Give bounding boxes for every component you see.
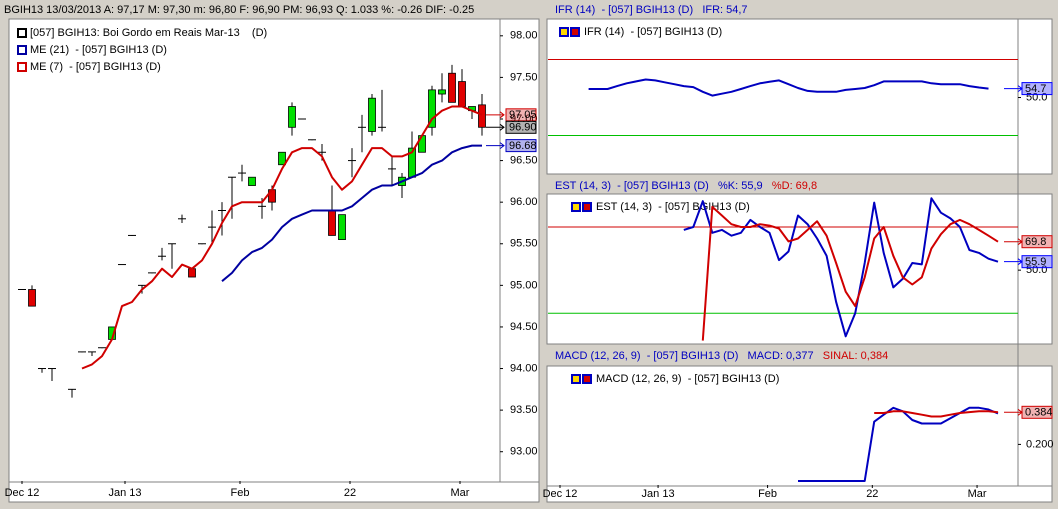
x-tick-label: Feb: [758, 488, 777, 500]
price-tag-label: 55.9: [1025, 256, 1046, 268]
title-part: SINAL: 0,384: [814, 350, 889, 362]
legend-label: [057] BGIH13: Boi Gordo em Reais Mar-13 …: [30, 27, 267, 39]
chart-title: MACD (12, 26, 9) - [057] BGIH13 (D) MACD…: [555, 350, 888, 362]
price-tag: [1021, 82, 1053, 96]
y-tick-label: 94.00: [510, 362, 538, 374]
candle-body: [338, 214, 346, 241]
y-tick-label: 0.200: [1026, 438, 1054, 450]
price-tag: [505, 139, 537, 153]
y-tick-label: 97.50: [510, 71, 538, 83]
x-tick-label: Jan 13: [642, 488, 675, 500]
legend-icon: [559, 27, 569, 37]
price-tag: [1021, 405, 1053, 419]
legend-icon: [17, 28, 27, 38]
x-tick-label: Mar: [451, 487, 470, 499]
est-panel: [546, 193, 1053, 345]
x-tick-label: Feb: [231, 487, 250, 499]
y-tick-label: 95.00: [510, 279, 538, 291]
x-tick-label: Dec 12: [543, 488, 578, 500]
candle-body: [248, 176, 256, 186]
y-tick-label: 96.00: [510, 196, 538, 208]
legend-label: ME (21) - [057] BGIH13 (D): [30, 44, 167, 56]
legend-icon: [570, 27, 580, 37]
price-tag-label: 54.7: [1025, 83, 1046, 95]
legend-icon: [17, 45, 27, 55]
candle-body: [478, 104, 486, 128]
price-tag-label: 0.384: [1025, 407, 1053, 419]
series-line: [81, 105, 483, 370]
legend-icon: [582, 374, 592, 384]
series-line: [221, 144, 482, 282]
candle-body: [278, 151, 286, 166]
y-tick-label: 97.00: [510, 113, 538, 125]
x-tick-label: 22: [344, 487, 356, 499]
x-tick-label: Mar: [968, 488, 987, 500]
ifr-panel: [546, 18, 1053, 175]
candle-body: [438, 89, 446, 95]
price-tag: [1021, 255, 1053, 269]
y-tick-label: 98.00: [510, 30, 538, 42]
title-part: %D: 69,8: [763, 180, 817, 192]
macd-panel: [546, 365, 1053, 503]
x-tick-label: Jan 13: [108, 487, 141, 499]
legend-icon: [17, 62, 27, 72]
y-tick-label: 96.50: [510, 154, 538, 166]
legend-label: MACD (12, 26, 9) - [057] BGIH13 (D): [596, 373, 779, 385]
candle-body: [28, 289, 36, 307]
chart-title: EST (14, 3) - [057] BGIH13 (D) %K: 55,9 …: [555, 180, 817, 192]
candle-body: [448, 72, 456, 103]
candle-body: [368, 97, 376, 132]
title-part: MACD (12, 26, 9) - [057] BGIH13 (D) MACD…: [555, 350, 814, 362]
y-tick-label: 95.50: [510, 238, 538, 250]
legend-icon: [571, 202, 581, 212]
y-tick-label: 93.50: [510, 404, 538, 416]
price-tag-label: 97.05: [509, 109, 537, 121]
candle-body: [458, 81, 466, 107]
legend-label: EST (14, 3) - [057] BGIH13 (D): [596, 201, 750, 213]
x-tick-label: 22: [866, 488, 878, 500]
y-tick-label: 93.00: [510, 446, 538, 458]
legend-label: ME (7) - [057] BGIH13 (D): [30, 61, 161, 73]
title-part: IFR (14) - [057] BGIH13 (D) IFR: 54,7: [555, 4, 748, 16]
legend-label: IFR (14) - [057] BGIH13 (D): [584, 26, 722, 38]
tag-arrow: [486, 123, 505, 131]
tag-arrow: [486, 142, 505, 150]
price-tag-label: 69.8: [1025, 236, 1046, 248]
chart-title: IFR (14) - [057] BGIH13 (D) IFR: 54,7: [555, 4, 748, 16]
price-tag: [505, 120, 537, 134]
candle-body: [188, 268, 196, 278]
series-line: [874, 410, 999, 418]
y-tick-label: 94.50: [510, 321, 538, 333]
candle-body: [288, 106, 296, 128]
series-line: [701, 205, 999, 341]
tag-arrow: [486, 111, 505, 119]
legend-icon: [571, 374, 581, 384]
y-tick-label: 50.0: [1026, 264, 1047, 276]
price-tag-label: 96.68: [509, 140, 537, 152]
candle-body: [328, 210, 336, 236]
x-tick-label: Dec 12: [5, 487, 40, 499]
series-line: [588, 78, 989, 97]
candle-body: [428, 89, 436, 128]
series-line: [683, 197, 999, 338]
price-tag-label: 96.90: [509, 122, 537, 134]
price-tag: [1021, 235, 1053, 249]
chart-title: BGIH13 13/03/2013 A: 97,17 M: 97,30 m: 9…: [4, 4, 474, 16]
series-line: [798, 406, 999, 482]
title-part: EST (14, 3) - [057] BGIH13 (D) %K: 55,9: [555, 180, 763, 192]
legend-icon: [582, 202, 592, 212]
